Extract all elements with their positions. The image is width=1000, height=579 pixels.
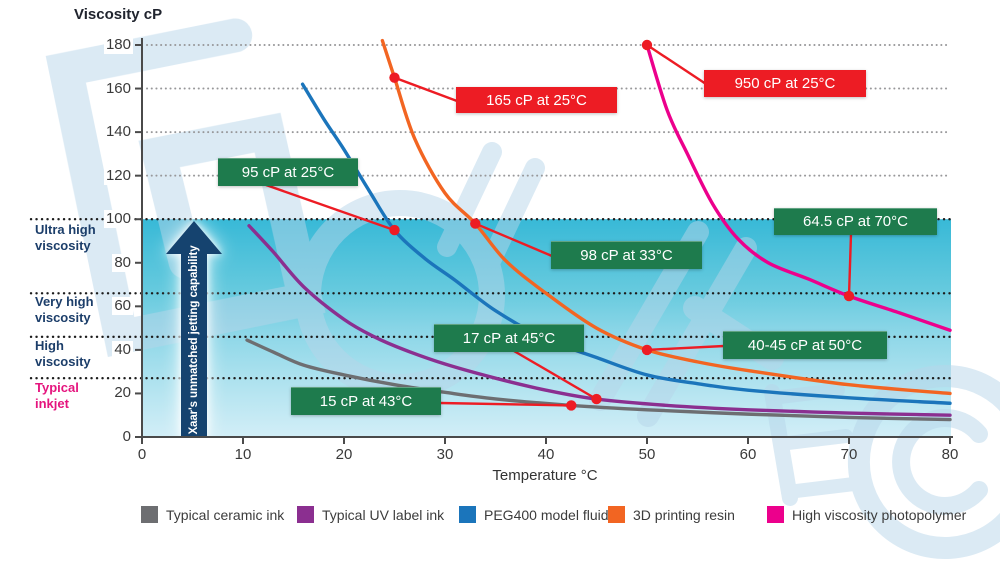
annotation-dot-a950 bbox=[641, 39, 653, 51]
watermark-c-inner bbox=[892, 409, 988, 515]
series-curve-0 bbox=[245, 338, 952, 422]
y-tick-100: 100 bbox=[103, 210, 133, 229]
y-tick-80: 80 bbox=[112, 253, 133, 272]
legend-label-photopolymer: High viscosity photopolymer bbox=[792, 506, 967, 523]
x-tick-60: 60 bbox=[739, 446, 757, 463]
callout-line-a64 bbox=[847, 233, 853, 297]
x-tick-70: 70 bbox=[840, 446, 858, 463]
series-curves bbox=[245, 38, 952, 422]
zone-label-typical-inkjet: Typical inkjet bbox=[35, 380, 79, 411]
x-tick-40: 40 bbox=[537, 446, 555, 463]
annotation-64cp-70c: 64.5 cP at 70°C bbox=[774, 208, 937, 235]
watermark-e-bar-3 bbox=[781, 477, 861, 499]
annotation-165cp-25c: 165 cP at 25°C bbox=[456, 87, 617, 113]
x-tick-20: 20 bbox=[335, 446, 353, 463]
callout-line-a15 bbox=[439, 401, 572, 407]
y-tick-160: 160 bbox=[103, 79, 133, 98]
x-axis-title: Temperature °C bbox=[492, 467, 598, 484]
legend-item-ceramic-ink: Typical ceramic ink bbox=[141, 506, 284, 523]
y-tick-180: 180 bbox=[103, 36, 133, 54]
chart-title: Viscosity cP bbox=[74, 6, 163, 23]
callout-line-a40 bbox=[646, 344, 725, 352]
annotation-950cp-25c: 950 cP at 25°C bbox=[704, 70, 866, 97]
annotation-dots bbox=[389, 39, 855, 411]
x-tick-10: 10 bbox=[234, 446, 252, 463]
annotation-dot-a95 bbox=[389, 224, 400, 236]
legend-swatch-photopolymer bbox=[767, 506, 784, 523]
zone-label-ultra-high: Ultra high viscosity bbox=[35, 222, 96, 253]
legend-label-peg400: PEG400 model fluid bbox=[484, 506, 609, 523]
callout-line-a165 bbox=[394, 76, 458, 103]
y-tick-20: 20 bbox=[112, 384, 133, 403]
y-tick-60: 60 bbox=[112, 297, 133, 316]
annotation-95cp-25c: 95 cP at 25°C bbox=[218, 158, 358, 186]
legend-swatch-ceramic-ink bbox=[141, 506, 158, 523]
legend-item-uv-label-ink: Typical UV label ink bbox=[297, 506, 444, 523]
annotation-17cp-45c: 17 cP at 45°C bbox=[434, 324, 584, 352]
callout-lines bbox=[265, 43, 853, 407]
callout-line-a17 bbox=[513, 349, 598, 401]
jetting-capability-arrow bbox=[166, 221, 222, 437]
legend-swatch-uv-label-ink bbox=[297, 506, 314, 523]
annotation-40-45cp-50c: 40-45 cP at 50°C bbox=[723, 331, 887, 359]
x-tick-0: 0 bbox=[137, 446, 147, 463]
y-tick-140: 140 bbox=[103, 123, 133, 142]
annotation-15cp-43c: 15 cP at 43°C bbox=[291, 387, 441, 415]
annotation-98cp-33c: 98 cP at 33°C bbox=[551, 241, 702, 269]
series-curve-4 bbox=[645, 43, 952, 332]
x-tick-50: 50 bbox=[638, 446, 656, 463]
callout-line-a98 bbox=[474, 222, 553, 258]
zone-label-very-high: Very high viscosity bbox=[35, 294, 94, 325]
legend-swatch-peg400 bbox=[459, 506, 476, 523]
y-tick-0: 0 bbox=[120, 428, 133, 446]
callout-line-a950 bbox=[646, 43, 707, 86]
x-tick-30: 30 bbox=[436, 446, 454, 463]
legend-label-3d-resin: 3D printing resin bbox=[633, 506, 735, 523]
jetting-capability-arrow-label: Xaar's unmatched jetting capability bbox=[188, 245, 200, 435]
legend-label-uv-label-ink: Typical UV label ink bbox=[322, 506, 445, 523]
zone-label-high: High viscosity bbox=[35, 338, 91, 369]
series-curve-3 bbox=[380, 38, 952, 396]
legend-item-photopolymer: High viscosity photopolymer bbox=[767, 506, 966, 523]
legend-item-peg400: PEG400 model fluid bbox=[459, 506, 609, 523]
watermark-c-outer bbox=[847, 365, 1000, 559]
watermark-n-leg-2 bbox=[637, 237, 757, 427]
annotation-dot-a15 bbox=[566, 400, 577, 411]
x-tick-80: 80 bbox=[941, 446, 959, 463]
annotation-dot-a17 bbox=[591, 393, 602, 405]
annotation-dot-a98 bbox=[470, 218, 481, 229]
y-tick-120: 120 bbox=[103, 166, 133, 185]
callout-line-a95 bbox=[265, 183, 395, 232]
annotation-dot-a165 bbox=[389, 72, 400, 83]
legend-swatch-3d-resin bbox=[608, 506, 625, 523]
watermark-slash-2 bbox=[480, 158, 545, 273]
axis-ticks bbox=[135, 43, 951, 444]
y-tick-40: 40 bbox=[112, 340, 133, 359]
annotation-dot-a64 bbox=[843, 290, 855, 302]
series-curve-1 bbox=[247, 224, 952, 417]
legend-label-ceramic-ink: Typical ceramic ink bbox=[166, 506, 285, 523]
legend-item-3d-resin: 3D printing resin bbox=[608, 506, 735, 523]
annotation-dot-a40 bbox=[641, 344, 653, 356]
